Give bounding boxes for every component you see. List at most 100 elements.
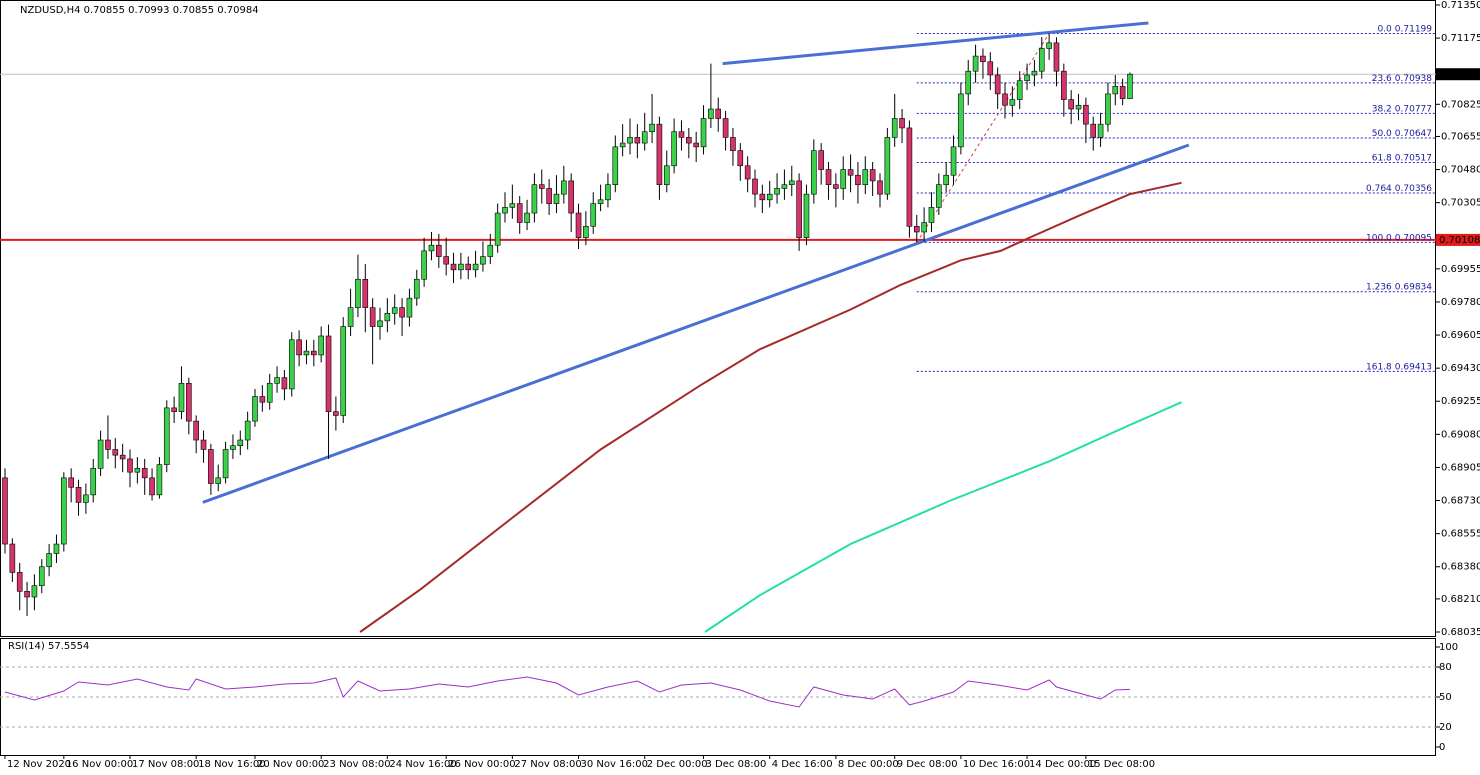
fib-level: 100.0 [1366, 233, 1392, 243]
y-tick-label: 0.68035 [1441, 627, 1480, 638]
candle-body [355, 278, 361, 308]
candle-body [413, 278, 420, 299]
candle-body [502, 207, 508, 214]
candle-body [752, 178, 758, 195]
y-tick-label: 0.69255 [1441, 396, 1480, 407]
candle-body [965, 70, 972, 95]
candle-body [391, 307, 398, 314]
y-tick-label: 0.69605 [1441, 330, 1480, 341]
x-tick-label: 17 Nov 08:00 [132, 759, 199, 770]
candle-body [1002, 93, 1008, 106]
candle-body [921, 222, 927, 233]
candle-body [987, 61, 994, 76]
rsi-panel [0, 666, 1436, 728]
candle-body [2, 477, 8, 545]
candle-body [950, 146, 957, 176]
fib-level: 61.8 [1372, 153, 1392, 163]
candle-body [913, 225, 920, 233]
candle-body [436, 244, 442, 257]
fib-price: 0.70517 [1395, 153, 1432, 163]
candle-body [980, 55, 986, 63]
candle-body [744, 165, 751, 180]
fib-level: 38.2 [1372, 104, 1392, 114]
candle-body [840, 169, 847, 189]
candle-body [1105, 93, 1111, 125]
x-tick-label: 16 Nov 00:00 [66, 759, 133, 770]
candle-body [538, 184, 545, 189]
candle-body [641, 131, 648, 144]
candle-body [936, 184, 942, 208]
candle-body [855, 174, 861, 185]
x-tick-label: 2 Dec 00:00 [647, 759, 708, 770]
candle-body [421, 250, 427, 280]
candle-body [715, 108, 722, 119]
x-tick-label: 14 Dec 00:00 [1029, 759, 1096, 770]
support-label: 0.70108 [1439, 235, 1480, 246]
x-tick-label: 23 Nov 08:00 [323, 759, 390, 770]
y-tick-label: 0.70480 [1441, 165, 1480, 176]
rsi-tick-label: 50 [1439, 692, 1452, 703]
candle-body [252, 396, 258, 422]
candle-body [899, 118, 905, 129]
candle-body [494, 212, 501, 246]
fib-label: 0.764 0.70356 [1366, 184, 1432, 194]
candle-body [193, 420, 199, 441]
candle-body [450, 263, 457, 271]
candle-body [627, 137, 633, 144]
x-tick-label: 18 Nov 16:00 [198, 759, 265, 770]
candle-body [1046, 42, 1052, 49]
fib-price: 0.70777 [1395, 104, 1432, 114]
candle-body [1119, 86, 1126, 99]
candle-body [105, 439, 111, 450]
candle-body [333, 411, 339, 416]
x-tick-label: 10 Dec 16:00 [963, 759, 1030, 770]
candle-body [605, 184, 611, 201]
candle-body [818, 150, 824, 170]
x-tick-label: 15 Dec 08:00 [1088, 759, 1155, 770]
candle-body [274, 377, 280, 384]
y-tick-label: 0.70655 [1441, 131, 1480, 142]
candle-body [1031, 70, 1038, 76]
candle-body [774, 188, 780, 195]
candle-body [1016, 80, 1023, 100]
candle-body [200, 439, 207, 450]
candle-body [340, 326, 347, 416]
candle-body [847, 169, 854, 176]
y-tick-label: 0.70305 [1441, 198, 1480, 209]
candle-body [83, 494, 89, 503]
candle-body [597, 199, 604, 204]
candle-body [296, 339, 302, 356]
candle-body [163, 407, 170, 465]
candle-body [68, 477, 74, 488]
rsi-tick-label: 80 [1439, 662, 1452, 673]
trendline [202, 143, 1190, 504]
candle-body [943, 174, 949, 185]
candle-body [1127, 73, 1133, 99]
y-tick-label: 0.69080 [1441, 429, 1480, 440]
candle-body [141, 468, 148, 479]
candle-body [112, 449, 119, 456]
candle-body [186, 382, 192, 422]
current-price-box [1436, 68, 1480, 81]
candle-body [149, 477, 155, 496]
candle-body [134, 468, 141, 473]
candle-body [700, 118, 707, 148]
rsi-tick-label: 20 [1439, 722, 1452, 733]
candle-body [590, 203, 597, 227]
candle-body [1097, 123, 1104, 138]
candle-body [472, 263, 479, 271]
candle-body [53, 543, 60, 554]
candle-body [119, 454, 126, 460]
candle-body [869, 169, 876, 182]
candle-body [384, 312, 391, 322]
moving-average [704, 401, 1182, 633]
candle-body [619, 142, 626, 148]
candle-body [906, 127, 913, 227]
x-tick-label: 24 Nov 16:00 [389, 759, 456, 770]
candle-body [399, 307, 405, 318]
x-tick-label: 8 Dec 00:00 [838, 759, 899, 770]
y-tick-label: 0.68380 [1441, 562, 1480, 573]
